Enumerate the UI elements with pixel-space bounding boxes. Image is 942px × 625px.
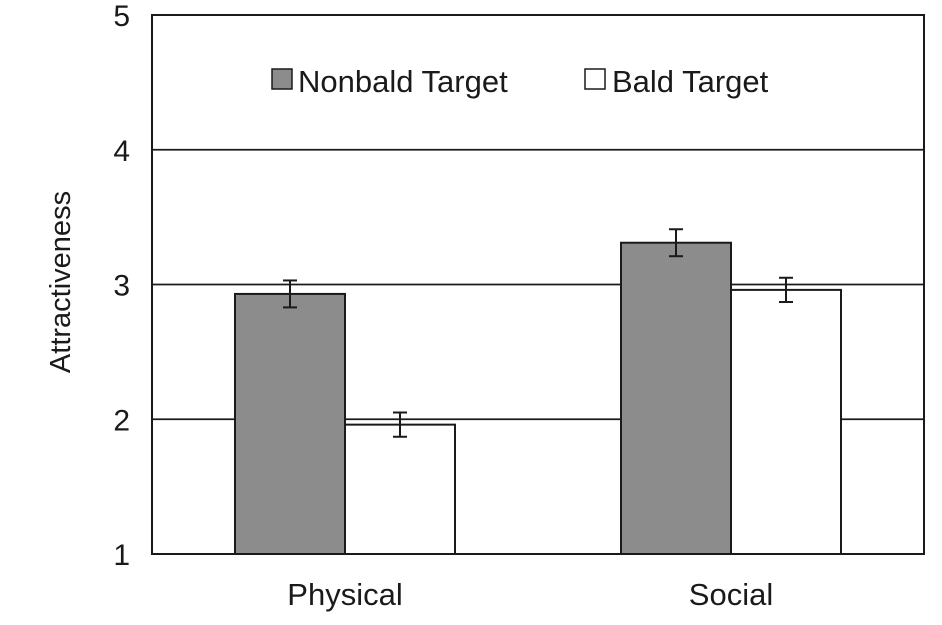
y-tick-label: 2 (113, 404, 130, 437)
plot-area-frame (151, 14, 925, 555)
x-category-label: Physical (287, 577, 402, 612)
y-tick-label: 3 (113, 270, 130, 303)
error-bars (283, 228, 793, 438)
y-tick-label: 5 (113, 0, 130, 33)
x-category-label: Social (689, 577, 773, 612)
bar (344, 423, 456, 556)
bar (620, 241, 732, 555)
legend-swatch-bald (584, 68, 606, 90)
y-axis-title: Attractiveness (45, 191, 77, 373)
y-tick-label: 4 (113, 135, 130, 168)
bars (234, 241, 842, 556)
y-axis-ticks: 1 2 3 4 5 (113, 0, 130, 572)
x-axis-labels: Physical Social (287, 577, 773, 612)
bar (234, 292, 346, 555)
legend-swatch-nonbald (271, 68, 293, 90)
legend-label-nonbald: Nonbald Target (298, 64, 508, 99)
legend-label-bald: Bald Target (612, 64, 769, 99)
legend: Nonbald Target Bald Target (271, 64, 769, 99)
bar (730, 288, 842, 555)
y-tick-label: 1 (113, 539, 130, 572)
